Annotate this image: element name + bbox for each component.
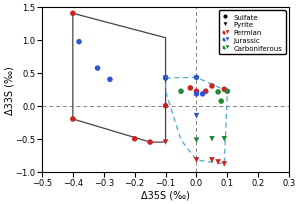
Point [70, 13, 75, 16]
Point [209, 85, 214, 88]
Point [95, 67, 100, 70]
Y-axis label: Δ33S (‰): Δ33S (‰) [4, 65, 14, 114]
Point [163, 105, 168, 108]
Point [222, 88, 227, 91]
Point [194, 159, 199, 162]
Legend: Sulfate, Pyrite, Permian, Jurassic, Carboniferous: Sulfate, Pyrite, Permian, Jurassic, Carb… [219, 11, 286, 55]
Point [222, 162, 227, 166]
Point [132, 137, 137, 141]
Point [209, 159, 214, 162]
Point [178, 90, 183, 93]
Point [222, 137, 227, 141]
Point [194, 90, 199, 93]
Point [194, 93, 199, 96]
Point [209, 137, 214, 141]
Point [203, 90, 208, 93]
Point [107, 78, 112, 82]
Point [194, 139, 199, 142]
Point [216, 161, 220, 164]
Point [76, 41, 81, 44]
Point [219, 100, 224, 103]
Point [200, 93, 205, 96]
Point [163, 141, 168, 144]
X-axis label: Δ35S (‰): Δ35S (‰) [141, 190, 190, 200]
Point [148, 141, 152, 144]
Point [194, 76, 199, 80]
Point [163, 77, 168, 80]
Point [188, 87, 193, 90]
Point [163, 77, 168, 80]
Point [216, 91, 220, 94]
Point [225, 90, 230, 93]
Point [70, 118, 75, 121]
Point [194, 114, 199, 118]
